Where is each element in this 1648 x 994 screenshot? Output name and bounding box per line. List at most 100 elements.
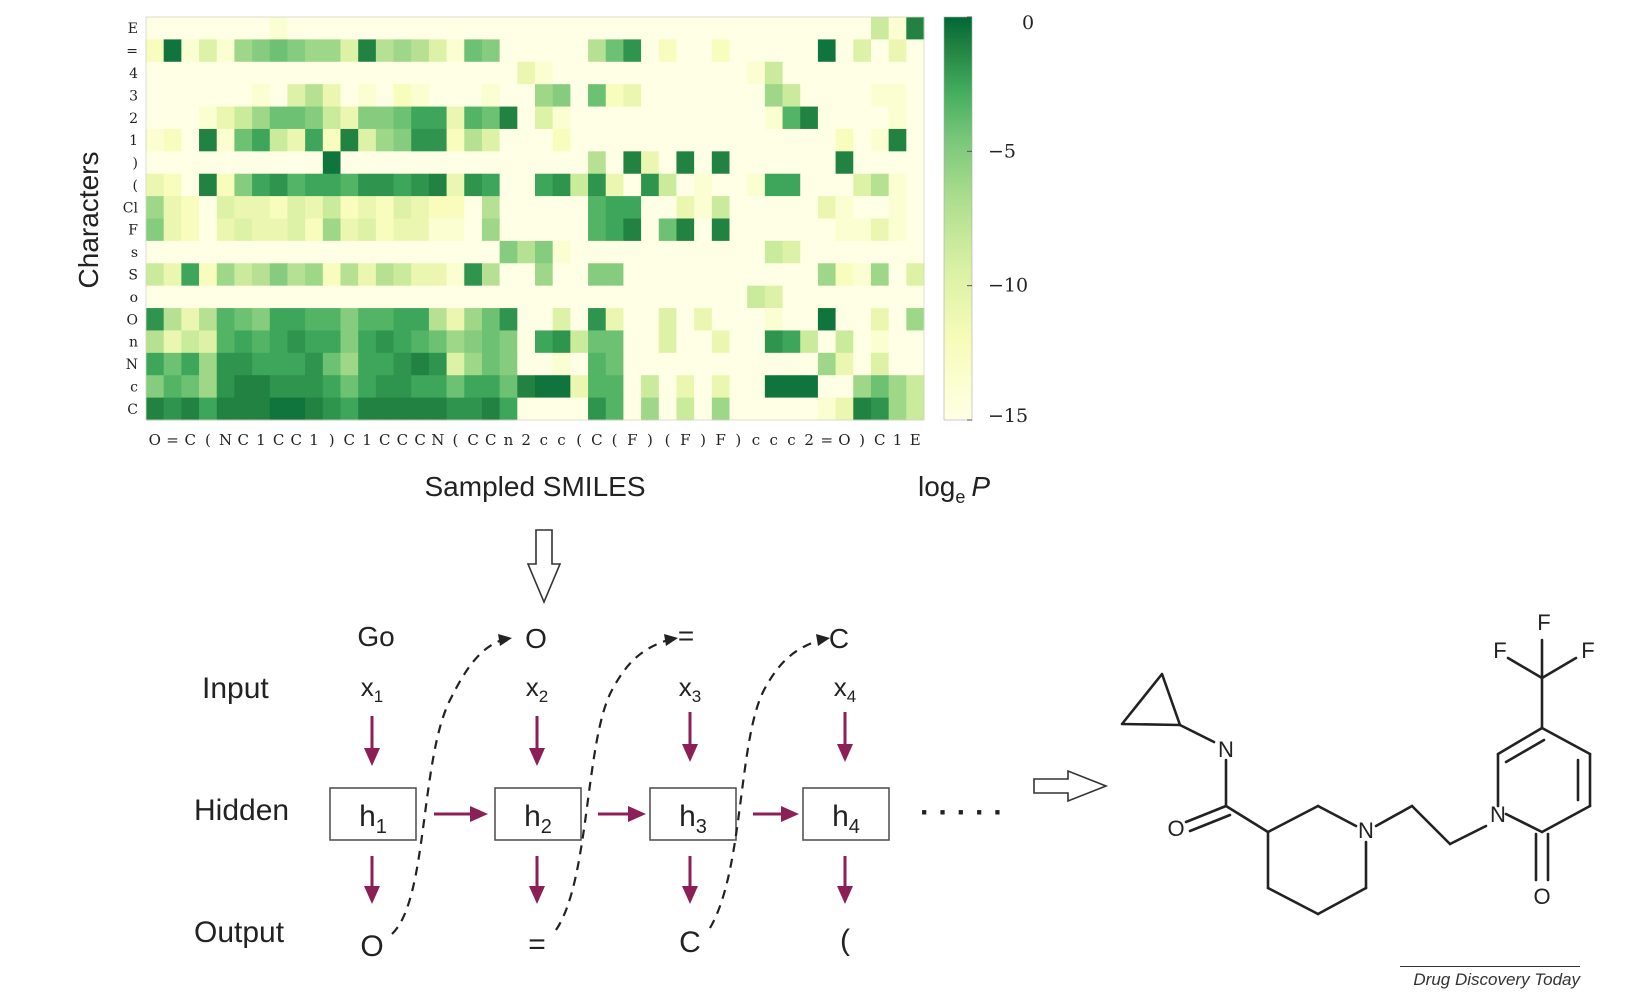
- heatmap-cell: [535, 352, 554, 376]
- heatmap-cell: [287, 128, 306, 152]
- heatmap-cell: [800, 240, 819, 264]
- heatmap-cell: [605, 106, 624, 130]
- svg-text:O: O: [1533, 884, 1550, 909]
- heatmap-cell: [535, 397, 554, 421]
- heatmap-cell: [623, 285, 642, 309]
- heatmap-cell: [676, 263, 695, 287]
- heatmap-cell: [800, 39, 819, 63]
- heatmap-cell: [358, 308, 377, 331]
- heatmap-cell: [694, 84, 713, 107]
- x-tick-label: c: [769, 431, 777, 449]
- heatmap-cell: [464, 173, 483, 197]
- heatmap-cell: [906, 151, 925, 175]
- heatmap-cell: [817, 330, 836, 354]
- heatmap-cell: [711, 240, 730, 264]
- heatmap-cell: [234, 61, 253, 85]
- heatmap-cell: [570, 128, 589, 152]
- heatmap-cell: [835, 128, 854, 152]
- heatmap-cell: [199, 375, 218, 399]
- heatmap-cell: [782, 285, 801, 309]
- heatmap-cell: [694, 263, 713, 287]
- heatmap-cell: [199, 285, 218, 309]
- heatmap-cell: [870, 308, 890, 331]
- heatmap-cell: [481, 106, 501, 130]
- heatmap-cell: [588, 397, 607, 421]
- heatmap-cell: [517, 173, 536, 197]
- heatmap-cell: [835, 84, 854, 107]
- y-tick-label: E: [128, 21, 138, 37]
- heatmap-cell: [853, 285, 872, 309]
- heatmap-cell: [906, 397, 925, 421]
- row-label-output: Output: [194, 916, 285, 949]
- heatmap-cell: [694, 218, 713, 242]
- heatmap-cell: [676, 218, 695, 242]
- heatmap-cell: [817, 240, 836, 264]
- heatmap-cell: [782, 397, 801, 421]
- heatmap-cell: [641, 263, 660, 287]
- heatmap-cell: [570, 263, 589, 287]
- heatmap-cell: [800, 285, 819, 309]
- heatmap-cell: [411, 330, 430, 354]
- x-tick-label: =: [821, 431, 834, 449]
- rnn-diagram: Input Hidden Output Go O = C x1 x2 x3 x4…: [194, 620, 1003, 963]
- heatmap-cell: [641, 106, 660, 130]
- heatmap-cell: [481, 263, 501, 287]
- heatmap-cell: [446, 285, 465, 309]
- x-tick-label: 2: [521, 431, 531, 449]
- heatmap-cell: [393, 352, 412, 376]
- heatmap-cell: [163, 128, 182, 152]
- svg-text:N: N: [1490, 802, 1506, 827]
- heatmap-cell: [605, 84, 624, 107]
- heatmap-cell: [552, 196, 571, 219]
- heatmap-cell: [322, 61, 341, 85]
- x-tick-label: C: [238, 431, 249, 449]
- heatmap-cell: [499, 84, 518, 107]
- heatmap-cell: [269, 397, 288, 421]
- heatmap-cell: [605, 61, 624, 85]
- heatmap-cell: [853, 61, 872, 85]
- heatmap-cell: [552, 240, 571, 264]
- heatmap-cell: [517, 84, 536, 107]
- x-axis-label: Sampled SMILES: [425, 471, 646, 502]
- heatmap-cell: [305, 151, 324, 175]
- heatmap-cell: [481, 151, 501, 175]
- heatmap-cell: [853, 84, 872, 107]
- heatmap-cell: [641, 240, 660, 264]
- heatmap-cell: [747, 84, 766, 107]
- heatmap-cell: [234, 285, 253, 309]
- x-tick-label: 1: [362, 431, 372, 449]
- heatmap-cell: [552, 61, 571, 85]
- heatmap-cell: [570, 352, 589, 376]
- heatmap-cell: [764, 352, 783, 376]
- heatmap-cell: [199, 196, 218, 219]
- heatmap-cell: [199, 128, 218, 152]
- heatmap-cell: [499, 352, 518, 376]
- output-3: C: [679, 926, 701, 959]
- heatmap-cell: [888, 308, 907, 331]
- heatmap-cell: [729, 196, 748, 219]
- heatmap-cell: [411, 84, 430, 107]
- heatmap-cell: [535, 61, 554, 85]
- heatmap-cell: [570, 308, 589, 331]
- heatmap-cell: [605, 263, 624, 287]
- heatmap-cell: [340, 218, 359, 242]
- heatmap-cell: [888, 375, 907, 399]
- heatmap-cell: [605, 397, 624, 421]
- y-tick-label: s: [131, 245, 138, 261]
- heatmap-cell: [800, 17, 819, 40]
- heatmap-cell: [817, 151, 836, 175]
- input-arrows: [364, 712, 853, 766]
- heatmap-cell: [305, 285, 324, 309]
- heatmap-cell: [711, 151, 730, 175]
- heatmap-cell: [817, 397, 836, 421]
- heatmap-cell: [375, 308, 394, 331]
- heatmap-cell: [146, 196, 165, 219]
- heatmap-cell: [269, 375, 288, 399]
- heatmap-cell: [676, 173, 695, 197]
- heatmap-cell: [199, 84, 218, 107]
- heatmap-cell: [764, 61, 783, 85]
- heatmap-cell: [446, 330, 465, 354]
- heatmap-cell: [199, 308, 218, 331]
- heatmap-cell: [464, 397, 483, 421]
- heatmap-cell: [163, 218, 182, 242]
